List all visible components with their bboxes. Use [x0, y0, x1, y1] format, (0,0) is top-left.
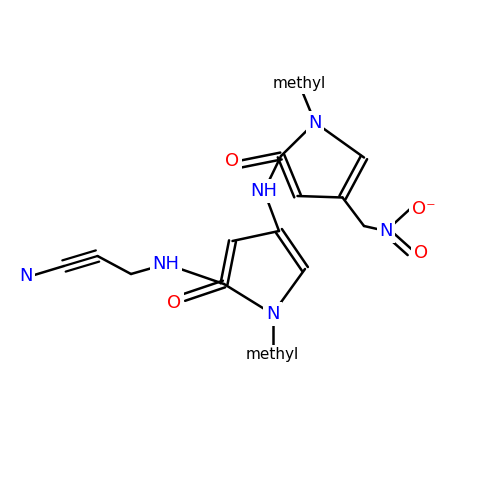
Text: methyl: methyl [246, 348, 299, 362]
Text: O: O [225, 152, 239, 170]
Text: N: N [380, 222, 393, 240]
Text: O⁻: O⁻ [412, 200, 436, 218]
Text: N: N [308, 114, 322, 132]
Text: methyl: methyl [272, 76, 326, 91]
Text: O: O [414, 244, 428, 262]
Text: NH: NH [152, 255, 180, 273]
Text: N: N [19, 267, 33, 285]
Text: NH: NH [250, 182, 278, 200]
Text: N: N [266, 305, 279, 323]
Text: O: O [167, 294, 181, 312]
